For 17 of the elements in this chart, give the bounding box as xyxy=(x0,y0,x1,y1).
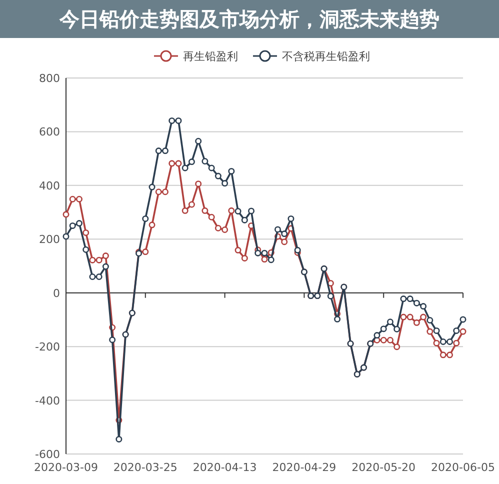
x-tick-label: 2020-04-13 xyxy=(192,461,257,474)
x-tick-label: 2020-06-05 xyxy=(431,461,495,474)
y-tick-label: 800 xyxy=(39,72,60,85)
y-tick-label: -200 xyxy=(35,340,60,354)
y-tick-label: 200 xyxy=(39,233,60,246)
chart-title: 今日铅价走势图及市场分析，洞悉未来趋势 xyxy=(0,0,499,38)
x-tick-label: 2020-03-25 xyxy=(113,461,178,474)
x-tick-label: 2020-04-29 xyxy=(272,461,336,474)
y-tick-label: -600 xyxy=(35,448,60,461)
legend-label: 不含税再生铅盈利 xyxy=(282,50,370,63)
y-tick-label: -400 xyxy=(35,394,60,408)
x-tick-label: 2020-03-09 xyxy=(34,461,98,474)
legend-label: 再生铅盈利 xyxy=(183,50,238,63)
y-tick-label: 0 xyxy=(53,286,60,300)
x-tick-label: 2020-05-20 xyxy=(352,461,416,474)
y-tick-label: 400 xyxy=(39,179,60,192)
y-tick-label: 600 xyxy=(39,126,60,139)
